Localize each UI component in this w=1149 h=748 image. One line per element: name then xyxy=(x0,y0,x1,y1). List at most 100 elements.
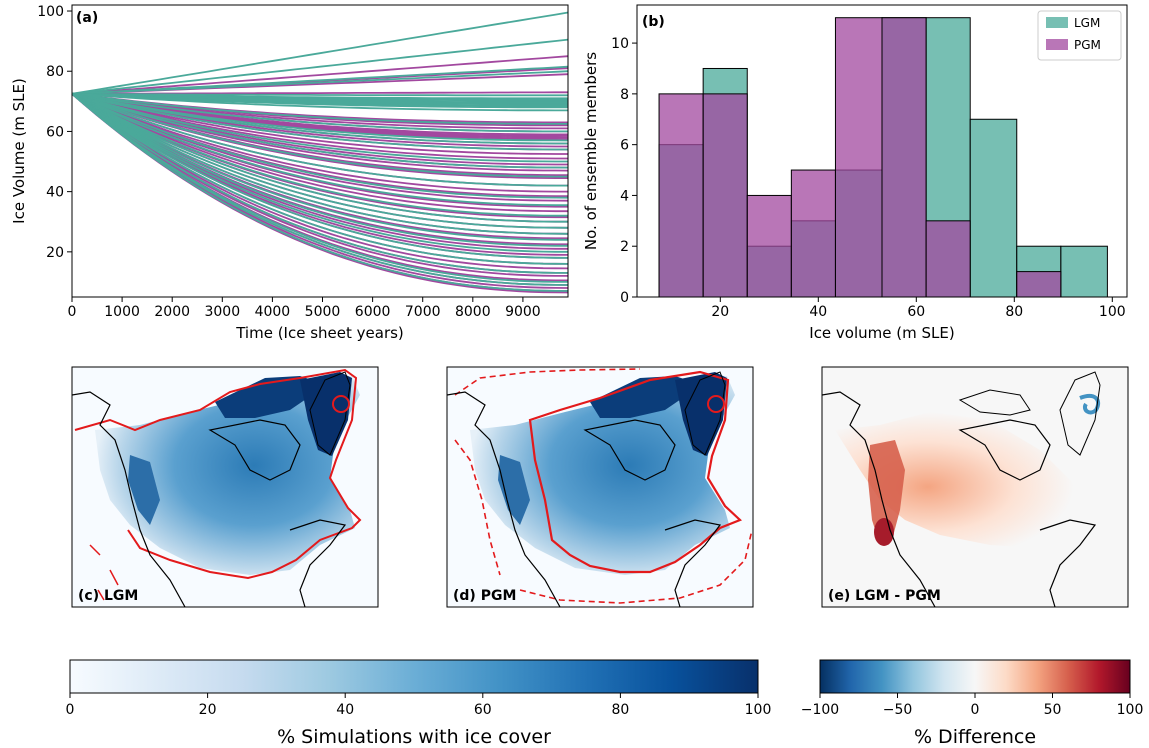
panel-d-ice-margin-solid xyxy=(528,370,743,574)
line-lgm-4 xyxy=(71,92,568,97)
panel-c-map: (c) LGM xyxy=(71,366,379,608)
colorbar-tick-label: 20 xyxy=(199,702,217,718)
panel-d-label: (d) PGM xyxy=(453,588,516,604)
panel-d-coastline-east xyxy=(664,519,722,607)
panel-b-ticks: 20 40 60 80 100 0 2 4 6 8 10 xyxy=(611,36,1125,320)
legend-label-pgm: PGM xyxy=(1074,38,1101,52)
x-tick-label: 6000 xyxy=(355,304,391,320)
line-lgm-3 xyxy=(71,70,569,95)
panel-b-bars xyxy=(658,17,1108,298)
panel-e-diff-field xyxy=(835,412,1100,548)
colorbar-tick-label: 50 xyxy=(1044,702,1062,718)
y-tick-label: 8 xyxy=(620,87,629,103)
colorbar-tick-label: 100 xyxy=(745,702,772,718)
panel-a-label: (a) xyxy=(76,10,98,26)
line-lgm-18 xyxy=(71,92,568,163)
line-lgm-16 xyxy=(71,92,568,145)
panel-d-ice-margin-dashed xyxy=(454,368,753,604)
line-lgm-0 xyxy=(71,11,569,95)
colorbar-tick-label: 100 xyxy=(1117,702,1144,718)
x-tick-label: 8000 xyxy=(455,304,491,320)
line-pgm-15 xyxy=(71,92,568,155)
panel-a-ylabel: Ice Volume (m SLE) xyxy=(10,78,28,224)
bar-pgm-0 xyxy=(658,93,704,298)
panel-c-hudson-bay-coast xyxy=(208,419,301,481)
line-pgm-25 xyxy=(71,92,569,202)
colorbar-ice-cover-label: % Simulations with ice cover xyxy=(277,726,551,748)
line-lgm-28 xyxy=(71,93,568,241)
bar-pgm-8 xyxy=(1016,271,1062,298)
panel-b-frame xyxy=(636,4,1128,298)
panel-e-greenland-coast xyxy=(1059,371,1101,456)
panel-e-coastline-west xyxy=(822,391,936,607)
panel-c-ice-field xyxy=(95,376,360,575)
panel-c-iceland-ice xyxy=(332,395,350,413)
line-lgm-14 xyxy=(71,92,568,133)
line-pgm-16 xyxy=(71,92,568,160)
panel-b-xlabel: Ice volume (m SLE) xyxy=(809,324,954,342)
x-tick-label: 40 xyxy=(809,304,827,320)
bar-lgm-7 xyxy=(969,118,1018,298)
bar-pgm-2 xyxy=(746,194,792,298)
line-lgm-11 xyxy=(71,92,569,109)
panel-d-hudson-bay-coast xyxy=(583,419,676,481)
colorbar-difference-label: % Difference xyxy=(914,726,1036,748)
panel-a-ticks: 0 1000 2000 3000 4000 5000 6000 7000 8000 9000 20 4… xyxy=(37,4,540,320)
line-lgm-27 xyxy=(71,93,569,235)
panel-d-map: (d) PGM xyxy=(446,366,754,608)
panel-e-hudson-bay-coast xyxy=(958,419,1051,481)
line-pgm-38 xyxy=(71,93,569,270)
y-tick-label: 80 xyxy=(46,64,64,80)
colorbar-tick-label: 80 xyxy=(611,702,629,718)
line-lgm-20 xyxy=(71,92,568,178)
y-tick-label: 0 xyxy=(620,290,629,306)
panel-d-greenland-coast xyxy=(684,371,726,456)
panel-a-xlabel: Time (Ice sheet years) xyxy=(235,324,404,342)
panel-b-ylabel: No. of ensemble members xyxy=(582,52,600,250)
bar-pgm-6 xyxy=(925,220,971,298)
panel-d-iceland-ice xyxy=(707,395,725,413)
legend-swatch-pgm xyxy=(1046,39,1068,50)
panel-d-coastline-west xyxy=(447,391,561,607)
line-lgm-33 xyxy=(71,93,568,274)
colorbar-ice-cover-ticks: 0 20 40 60 80 100 xyxy=(66,693,772,718)
colorbar-difference-gradient xyxy=(819,659,1131,694)
x-tick-label: 2000 xyxy=(154,304,190,320)
panel-a-series-lines xyxy=(71,11,569,294)
panel-c-coastline-east xyxy=(289,519,347,607)
panel-c-coastline-west xyxy=(72,391,186,607)
panel-b-legend: LGM PGM xyxy=(1037,10,1122,61)
y-tick-label: 2 xyxy=(620,239,629,255)
panel-d-ice-field xyxy=(470,376,735,575)
panel-d-arctic-ice xyxy=(590,376,693,418)
colorbar-tick-label: 60 xyxy=(474,702,492,718)
x-tick-label: 3000 xyxy=(204,304,240,320)
line-lgm-23 xyxy=(71,92,568,207)
y-tick-label: 4 xyxy=(620,188,629,204)
x-tick-label: 1000 xyxy=(104,304,140,320)
colorbar-ice-cover: 0 20 40 60 80 100 % Simulations with ice cove… xyxy=(66,659,772,748)
line-lgm-25 xyxy=(71,93,568,223)
x-tick-label: 5000 xyxy=(305,304,341,320)
colorbar-tick-label: 40 xyxy=(336,702,354,718)
panel-c-arctic-ice xyxy=(215,376,318,418)
colorbar-difference-ticks: −100 −50 0 50 100 xyxy=(801,693,1144,718)
panel-e-coastline-east xyxy=(1039,519,1097,607)
y-tick-label: 60 xyxy=(46,124,64,140)
y-tick-label: 6 xyxy=(620,138,629,154)
colorbar-difference: −100 −50 0 50 100 % Difference xyxy=(801,659,1144,748)
line-lgm-19 xyxy=(71,92,569,169)
line-lgm-17 xyxy=(71,92,568,151)
x-tick-label: 20 xyxy=(711,304,729,320)
panel-c-cordilleran-ice xyxy=(128,455,160,525)
line-lgm-22 xyxy=(71,92,569,199)
y-tick-label: 100 xyxy=(37,4,64,20)
y-tick-label: 40 xyxy=(46,185,64,201)
x-tick-label: 9000 xyxy=(505,304,541,320)
line-pgm-0 xyxy=(71,55,569,95)
line-lgm-31 xyxy=(71,93,569,259)
line-lgm-30 xyxy=(71,93,568,253)
line-pgm-27 xyxy=(71,93,568,213)
x-tick-label: 4000 xyxy=(255,304,291,320)
